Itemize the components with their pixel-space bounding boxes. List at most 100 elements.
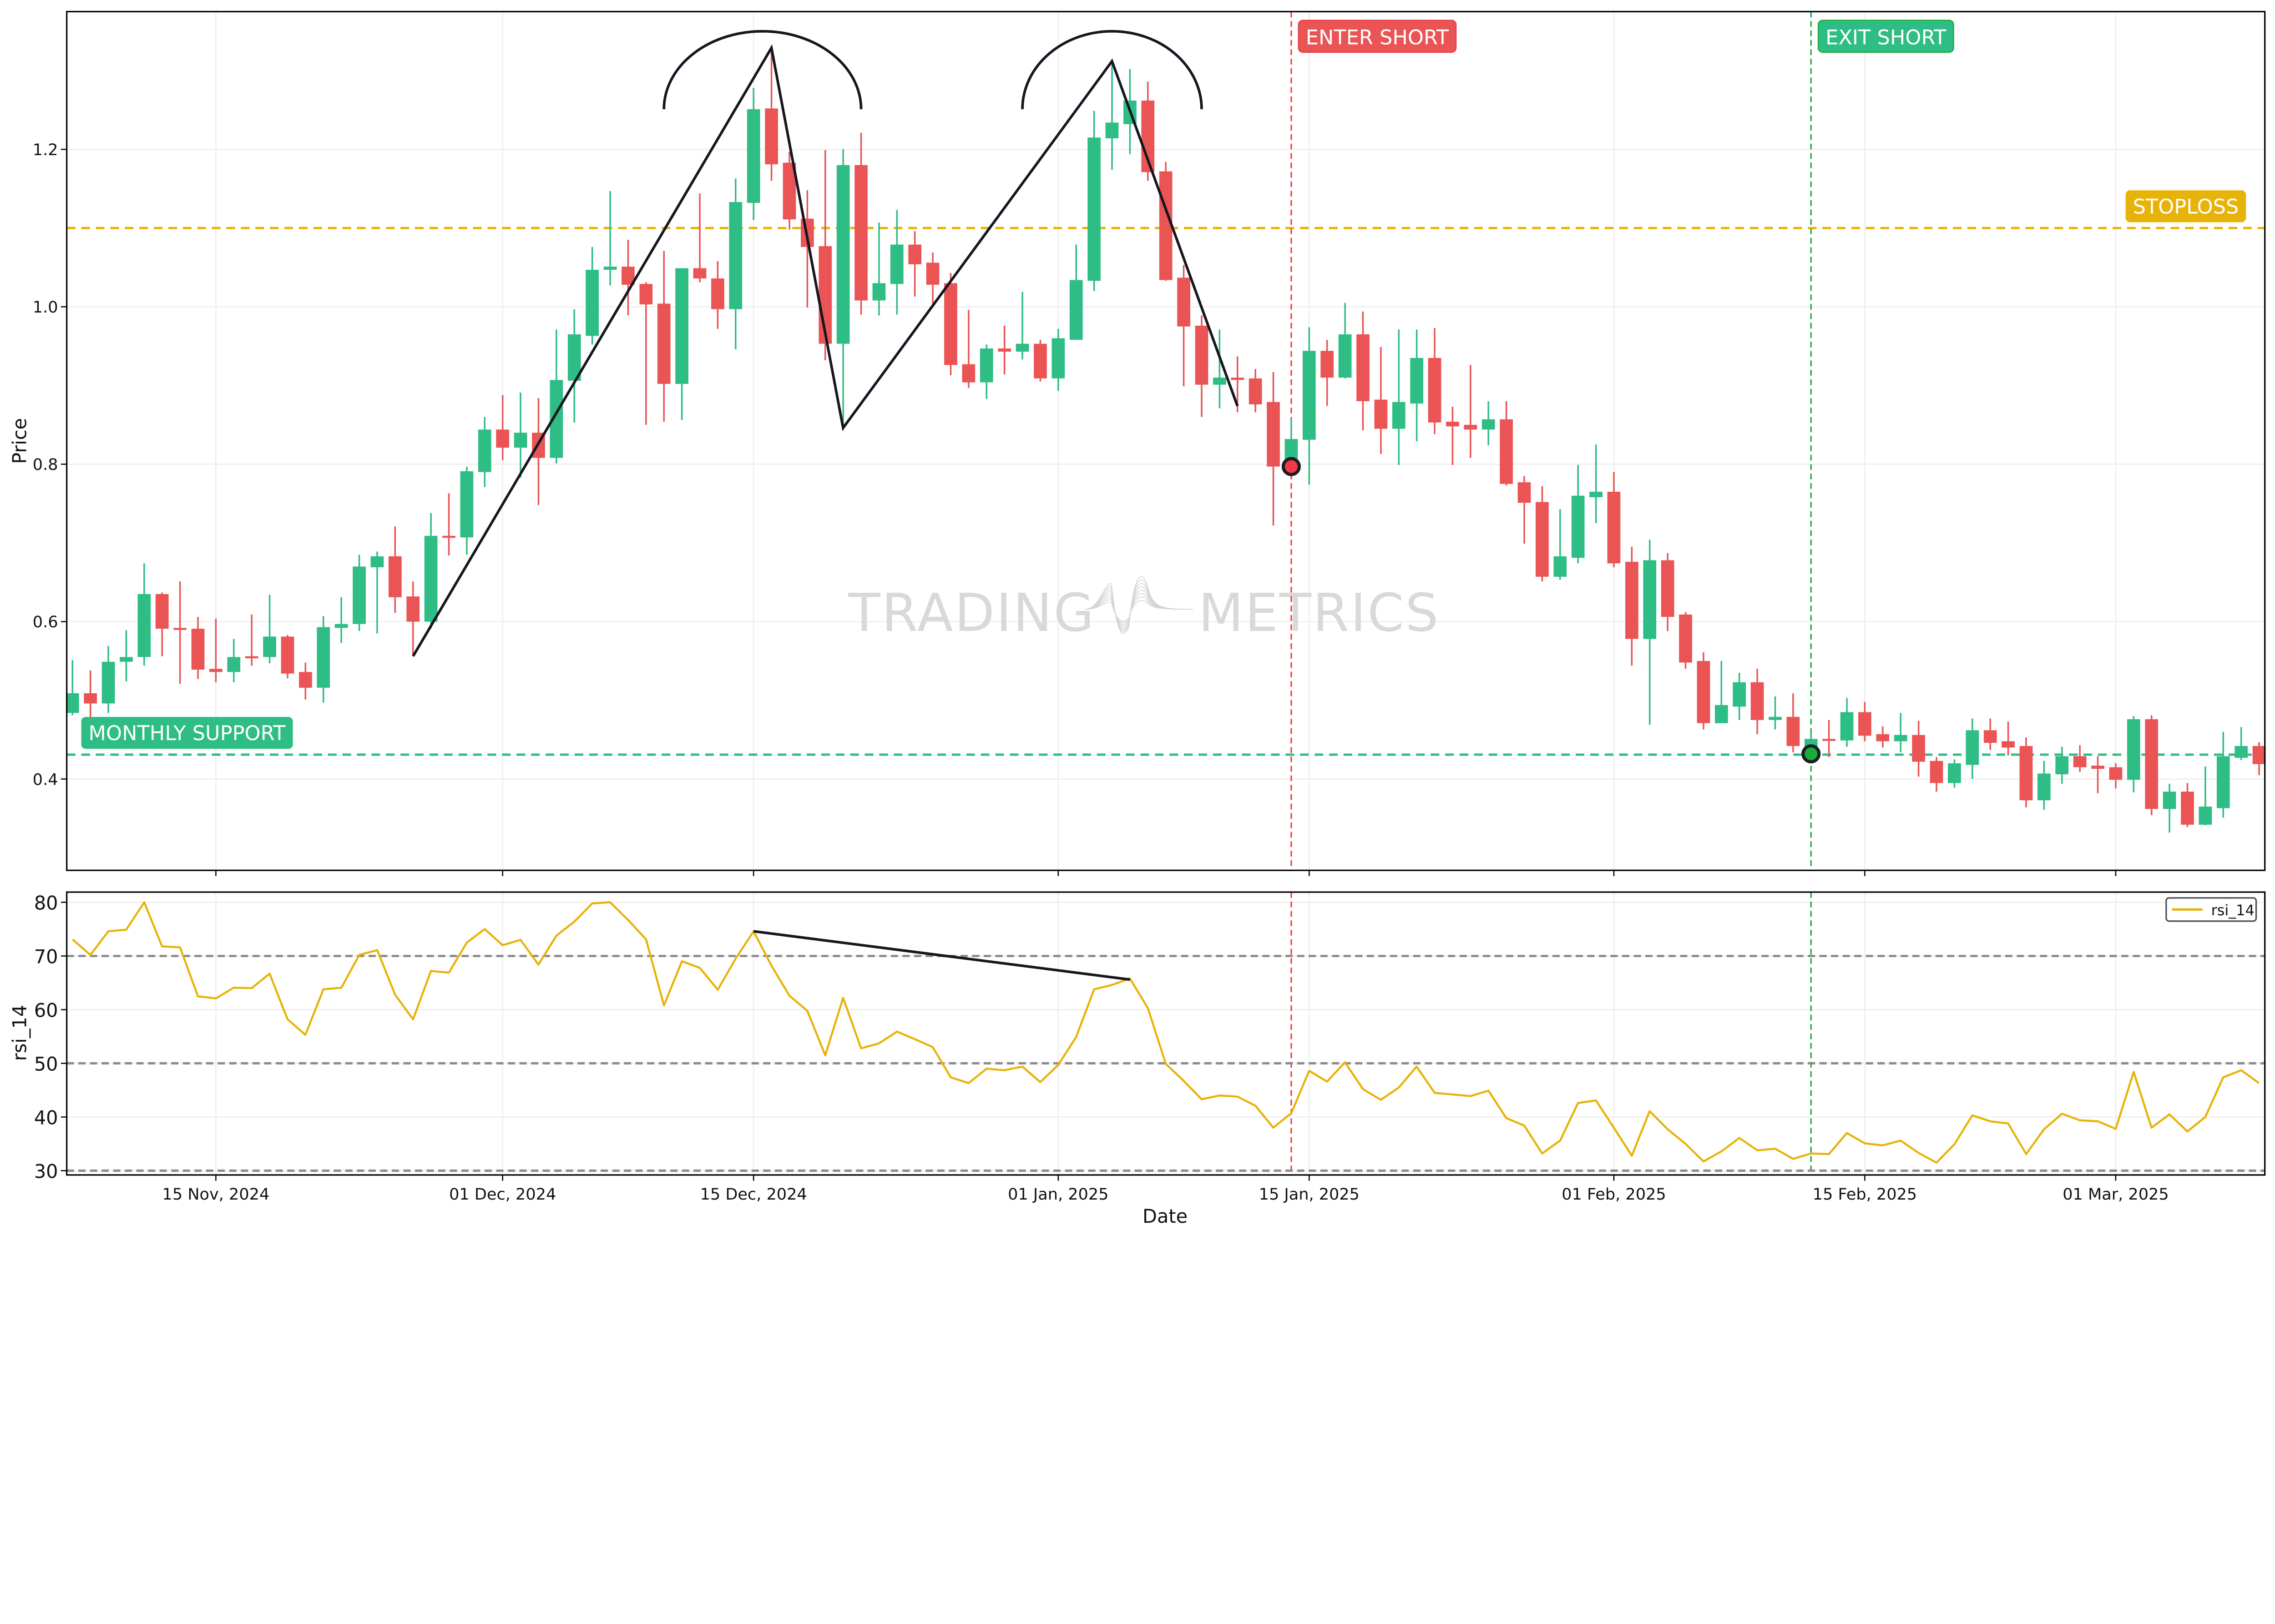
candle-body xyxy=(1464,424,1477,430)
rsi-line xyxy=(71,901,2260,1164)
legend-box xyxy=(2165,897,2257,922)
price-y-tick-label: 0.8 xyxy=(33,455,58,474)
rsi-legend: rsi_14 xyxy=(2165,897,2257,922)
candle-down xyxy=(962,310,976,388)
candle-body xyxy=(1625,561,1638,639)
candle-body xyxy=(2037,773,2051,801)
candle-body xyxy=(980,348,993,383)
rsi-y-tick-label: 40 xyxy=(34,1107,58,1129)
candle-body xyxy=(1302,351,1316,440)
price-axis-label: Price xyxy=(9,418,30,464)
candle-down xyxy=(1249,369,1262,413)
candle-down xyxy=(1356,311,1370,431)
candle-body xyxy=(2091,766,2104,769)
candle-up xyxy=(514,392,527,478)
label-box xyxy=(2125,190,2246,222)
candle-body xyxy=(137,594,151,657)
candle-body xyxy=(711,278,724,309)
candle-down xyxy=(1267,372,1280,526)
candle-body xyxy=(586,270,599,336)
candle-body xyxy=(1249,378,1262,404)
bearish-divergence-line xyxy=(753,930,1130,981)
candle-body xyxy=(101,661,115,704)
candle-body xyxy=(281,636,294,674)
candle-down xyxy=(1446,407,1459,465)
candle-up xyxy=(1302,327,1316,485)
candle-body xyxy=(1983,730,1997,743)
double-top-pattern-line xyxy=(412,44,1239,657)
candle-body xyxy=(2216,756,2230,808)
candle-body xyxy=(370,556,384,568)
candle-body xyxy=(908,244,922,264)
candle-down xyxy=(209,618,222,682)
candle-down xyxy=(1141,81,1155,181)
candle-down xyxy=(1177,265,1190,387)
candles xyxy=(66,48,2266,833)
candle-down xyxy=(2252,742,2266,775)
candle-up xyxy=(1894,713,1907,752)
rsi-y-tick-label: 30 xyxy=(34,1160,58,1182)
top-arc xyxy=(662,30,863,110)
x-tick-label: 01 Mar, 2025 xyxy=(2063,1185,2169,1204)
candle-body xyxy=(1750,682,1764,720)
candle-up xyxy=(1105,61,1119,170)
candle-down xyxy=(1536,486,1549,582)
candle-body xyxy=(1446,421,1459,427)
candle-up xyxy=(120,630,133,681)
candle-body xyxy=(675,268,688,384)
candle-down xyxy=(1786,693,1800,752)
x-tick-label: 15 Feb, 2025 xyxy=(1813,1185,1917,1204)
candle-body xyxy=(191,629,205,670)
candle-body xyxy=(2145,719,2159,809)
candle-body xyxy=(155,594,169,629)
candle-body xyxy=(1016,343,1029,352)
candle-body xyxy=(1769,716,1782,720)
candle-down xyxy=(998,325,1011,375)
candle-down xyxy=(2019,737,2033,807)
candle-body xyxy=(299,672,312,688)
candle-body xyxy=(1087,137,1101,281)
candle-body xyxy=(1589,491,1603,498)
candle-body xyxy=(263,636,276,657)
x-tick-label: 15 Dec, 2024 xyxy=(700,1185,807,1204)
candle-up xyxy=(1338,303,1352,378)
candle-down xyxy=(388,526,402,613)
price-panel: 0.4 0.6 0.8 1.0 1.2 TRADING METRICS ENTER SHORT… xyxy=(33,10,2266,877)
x-tick-label: 01 Dec, 2024 xyxy=(449,1185,556,1204)
candle-down xyxy=(1858,701,1871,741)
candle-down xyxy=(496,395,510,460)
candle-body xyxy=(173,628,187,630)
candle-up xyxy=(2199,766,2212,826)
candle-body xyxy=(353,566,366,624)
label-text: MONTHLY SUPPORT xyxy=(89,721,286,745)
rsi-y-tick-label: 50 xyxy=(34,1053,58,1075)
candle-up xyxy=(460,466,474,555)
candle-body xyxy=(1894,735,1907,741)
candle-down xyxy=(1159,161,1173,281)
candle-body xyxy=(747,109,760,203)
candle-body xyxy=(1267,402,1280,467)
rsi-y-tick-label: 60 xyxy=(34,999,58,1021)
candle-body xyxy=(1643,560,1657,639)
candle-down xyxy=(2091,756,2104,793)
candle-down xyxy=(2181,783,2194,827)
candle-up xyxy=(1553,509,1567,580)
candle-body xyxy=(120,657,133,662)
candle-up xyxy=(1769,696,1782,730)
candle-up xyxy=(1966,718,1979,779)
candle-body xyxy=(1697,661,1710,723)
candle-down xyxy=(854,132,868,315)
candle-up xyxy=(872,222,886,316)
candle-body xyxy=(890,244,904,284)
candle-up xyxy=(334,597,348,643)
stoploss-label: STOPLOSS xyxy=(2125,190,2246,222)
candle-up xyxy=(1714,661,1728,723)
candle-up xyxy=(1016,292,1029,360)
candle-down xyxy=(944,272,957,375)
candle-body xyxy=(2055,756,2069,775)
candle-up xyxy=(2163,783,2176,833)
candle-up xyxy=(227,639,241,682)
x-tick-label: 15 Jan, 2025 xyxy=(1259,1185,1360,1204)
candle-body xyxy=(2181,792,2194,825)
candle-body xyxy=(729,202,743,309)
